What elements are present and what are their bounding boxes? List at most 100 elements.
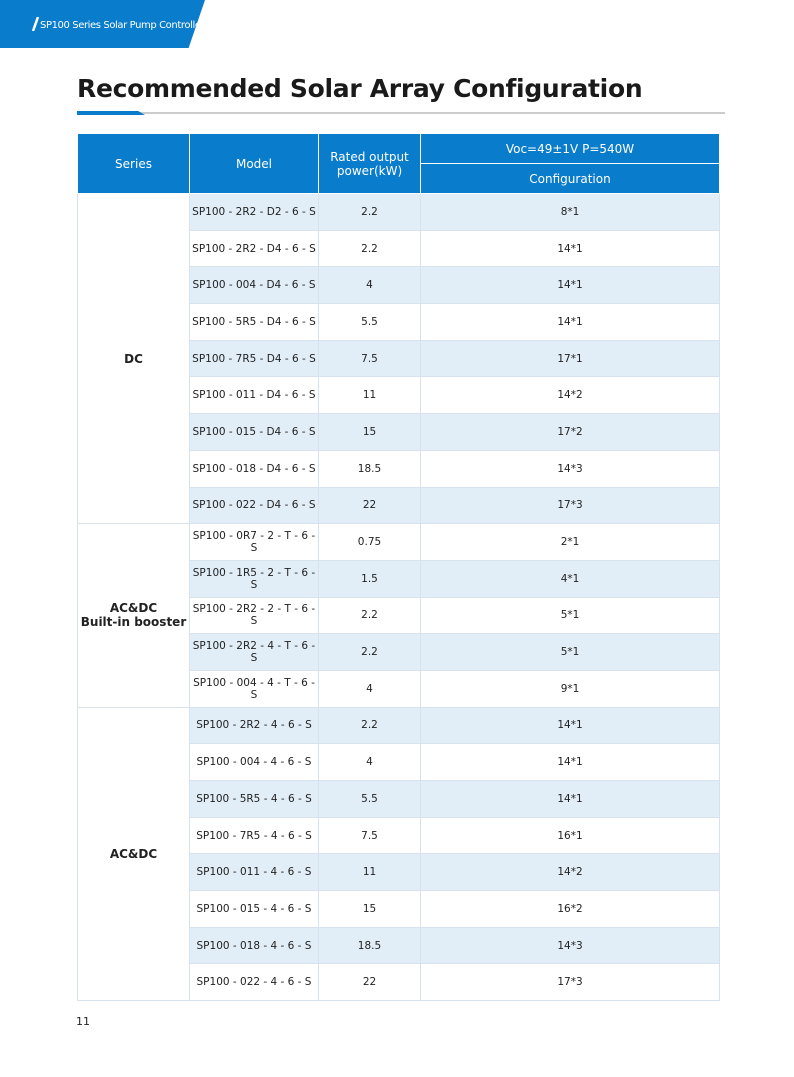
model-cell: SP100 - 018 - D4 - 6 - S <box>189 449 319 488</box>
series-line: Built-in booster <box>80 615 187 630</box>
col-header: Series <box>77 133 190 194</box>
power-cell: 18.5 <box>318 926 421 965</box>
page-number: 11 <box>76 1015 90 1028</box>
config-table: Series Model Rated output power(kW) Voc=… <box>77 133 720 1002</box>
header-tab: SP100 Series Solar Pump Controller <box>0 0 205 48</box>
power-cell: 5.5 <box>318 780 421 818</box>
model-cell: SP100 - 5R5 - 4 - 6 - S <box>189 780 319 818</box>
col-header: Model <box>189 133 319 194</box>
config-cell: 16*2 <box>420 890 720 928</box>
config-cell: 14*1 <box>420 780 720 818</box>
model-cell: SP100 - 2R2 - 2 - T - 6 - S <box>189 596 319 635</box>
model-cell: SP100 - 2R2 - D4 - 6 - S <box>189 229 319 268</box>
model-cell: SP100 - 2R2 - 4 - 6 - S <box>189 706 319 745</box>
power-cell: 2.2 <box>318 596 421 635</box>
power-cell: 11 <box>318 853 421 892</box>
series-cell: AC&DC Built-in booster <box>77 523 190 708</box>
table-row: SP100 - 018 - 4 - 6 - S 18.5 14*3 <box>78 926 720 965</box>
config-cell: 14*1 <box>420 229 720 268</box>
table-row: SP100 - 022 - 4 - 6 - S 22 17*3 <box>78 963 720 1002</box>
model-cell: SP100 - 7R5 - 4 - 6 - S <box>189 816 319 855</box>
title-accent <box>77 111 145 115</box>
table-row: SP100 - 1R5 - 2 - T - 6 - S 1.5 4*1 <box>78 559 720 598</box>
table-row: SP100 - 5R5 - 4 - 6 - S 5.5 14*1 <box>78 780 720 818</box>
table-row: SP100 - 004 - 4 - 6 - S 4 14*1 <box>78 743 720 781</box>
power-cell: 15 <box>318 413 421 451</box>
series-line: AC&DC <box>109 846 158 861</box>
power-cell: 0.75 <box>318 523 421 561</box>
slash-icon <box>32 17 40 31</box>
model-cell: SP100 - 004 - 4 - T - 6 - S <box>189 669 319 708</box>
series-line: DC <box>124 351 143 366</box>
power-cell: 15 <box>318 890 421 928</box>
config-cell: 4*1 <box>420 559 720 598</box>
power-cell: 7.5 <box>318 339 421 378</box>
table-row: SP100 - 2R2 - 2 - T - 6 - S 2.2 5*1 <box>78 596 720 635</box>
model-cell: SP100 - 004 - 4 - 6 - S <box>189 743 319 781</box>
power-cell: 4 <box>318 743 421 781</box>
model-cell: SP100 - 011 - D4 - 6 - S <box>189 376 319 415</box>
table-row: AC&DC SP100 - 2R2 - 4 - 6 - S 2.2 14*1 <box>77 706 720 1002</box>
config-cell: 5*1 <box>420 596 720 635</box>
model-cell: SP100 - 2R2 - 4 - T - 6 - S <box>189 633 319 671</box>
table-row: SP100 - 2R2 - 4 - T - 6 - S 2.2 5*1 <box>78 633 720 671</box>
power-cell: 7.5 <box>318 816 421 855</box>
model-cell: SP100 - 011 - 4 - 6 - S <box>189 853 319 892</box>
config-cell: 17*3 <box>420 486 720 525</box>
table-row: SP100 - 004 - 4 - T - 6 - S 4 9*1 <box>78 669 720 708</box>
power-cell: 18.5 <box>318 449 421 488</box>
model-cell: SP100 - 5R5 - D4 - 6 - S <box>189 303 319 341</box>
power-cell: 22 <box>318 963 421 1002</box>
title-rule <box>77 112 725 114</box>
config-cell: 16*1 <box>420 816 720 855</box>
table-row: SP100 - 015 - 4 - 6 - S 15 16*2 <box>78 890 720 928</box>
series-line: AC&DC <box>109 601 158 616</box>
config-cell: 2*1 <box>420 523 720 561</box>
table-row: SP100 - 7R5 - 4 - 6 - S 7.5 16*1 <box>78 816 720 855</box>
model-cell: SP100 - 0R7 - 2 - T - 6 - S <box>189 523 319 561</box>
table-row: SP100 - 011 - D4 - 6 - S 11 14*2 <box>78 376 720 415</box>
config-cell: 17*3 <box>420 963 720 1002</box>
power-cell: 11 <box>318 376 421 415</box>
model-cell: SP100 - 004 - D4 - 6 - S <box>189 266 319 305</box>
header-text: SP100 Series Solar Pump Controller <box>40 20 205 31</box>
series-cell: DC <box>77 192 190 525</box>
config-cell: 14*1 <box>420 266 720 305</box>
model-cell: SP100 - 015 - D4 - 6 - S <box>189 413 319 451</box>
table-row: SP100 - 018 - D4 - 6 - S 18.5 14*3 <box>78 449 720 488</box>
config-cell: 14*1 <box>420 303 720 341</box>
col-header: Voc=49±1V P=540W <box>420 133 720 164</box>
config-cell: 14*2 <box>420 376 720 415</box>
table-row: AC&DC Built-in booster SP100 - 0R7 - 2 - T… <box>77 523 720 708</box>
model-cell: SP100 - 022 - D4 - 6 - S <box>189 486 319 525</box>
model-cell: SP100 - 7R5 - D4 - 6 - S <box>189 339 319 378</box>
config-cell: 14*3 <box>420 449 720 488</box>
config-cell: 14*1 <box>420 743 720 781</box>
model-cell: SP100 - 015 - 4 - 6 - S <box>189 890 319 928</box>
config-cell: 17*2 <box>420 413 720 451</box>
table-row: SP100 - 011 - 4 - 6 - S 11 14*2 <box>78 853 720 892</box>
power-cell: 2.2 <box>318 193 421 231</box>
power-cell: 2.2 <box>318 706 421 745</box>
page-title: Recommended Solar Array Configuration <box>77 74 643 103</box>
table-row: SP100 - 004 - D4 - 6 - S 4 14*1 <box>78 266 720 305</box>
model-cell: SP100 - 018 - 4 - 6 - S <box>189 926 319 965</box>
series-cell: AC&DC <box>77 706 190 1002</box>
config-cell: 8*1 <box>420 193 720 231</box>
config-cell: 14*1 <box>420 706 720 745</box>
config-cell: 14*3 <box>420 926 720 965</box>
power-cell: 5.5 <box>318 303 421 341</box>
config-cell: 9*1 <box>420 669 720 708</box>
col-header: Rated output power(kW) <box>318 133 421 194</box>
power-cell: 22 <box>318 486 421 525</box>
table-row: DC SP100 - 2R2 - D2 - 6 - S 2.2 8*1 <box>77 192 720 525</box>
power-cell: 2.2 <box>318 633 421 671</box>
model-cell: SP100 - 2R2 - D2 - 6 - S <box>189 193 319 231</box>
config-cell: 14*2 <box>420 853 720 892</box>
power-cell: 2.2 <box>318 229 421 268</box>
col-header: Configuration <box>420 163 720 194</box>
config-cell: 17*1 <box>420 339 720 378</box>
table-body: DC SP100 - 2R2 - D2 - 6 - S 2.2 8*1 SP100 - … <box>77 192 720 1002</box>
model-cell: SP100 - 1R5 - 2 - T - 6 - S <box>189 559 319 598</box>
